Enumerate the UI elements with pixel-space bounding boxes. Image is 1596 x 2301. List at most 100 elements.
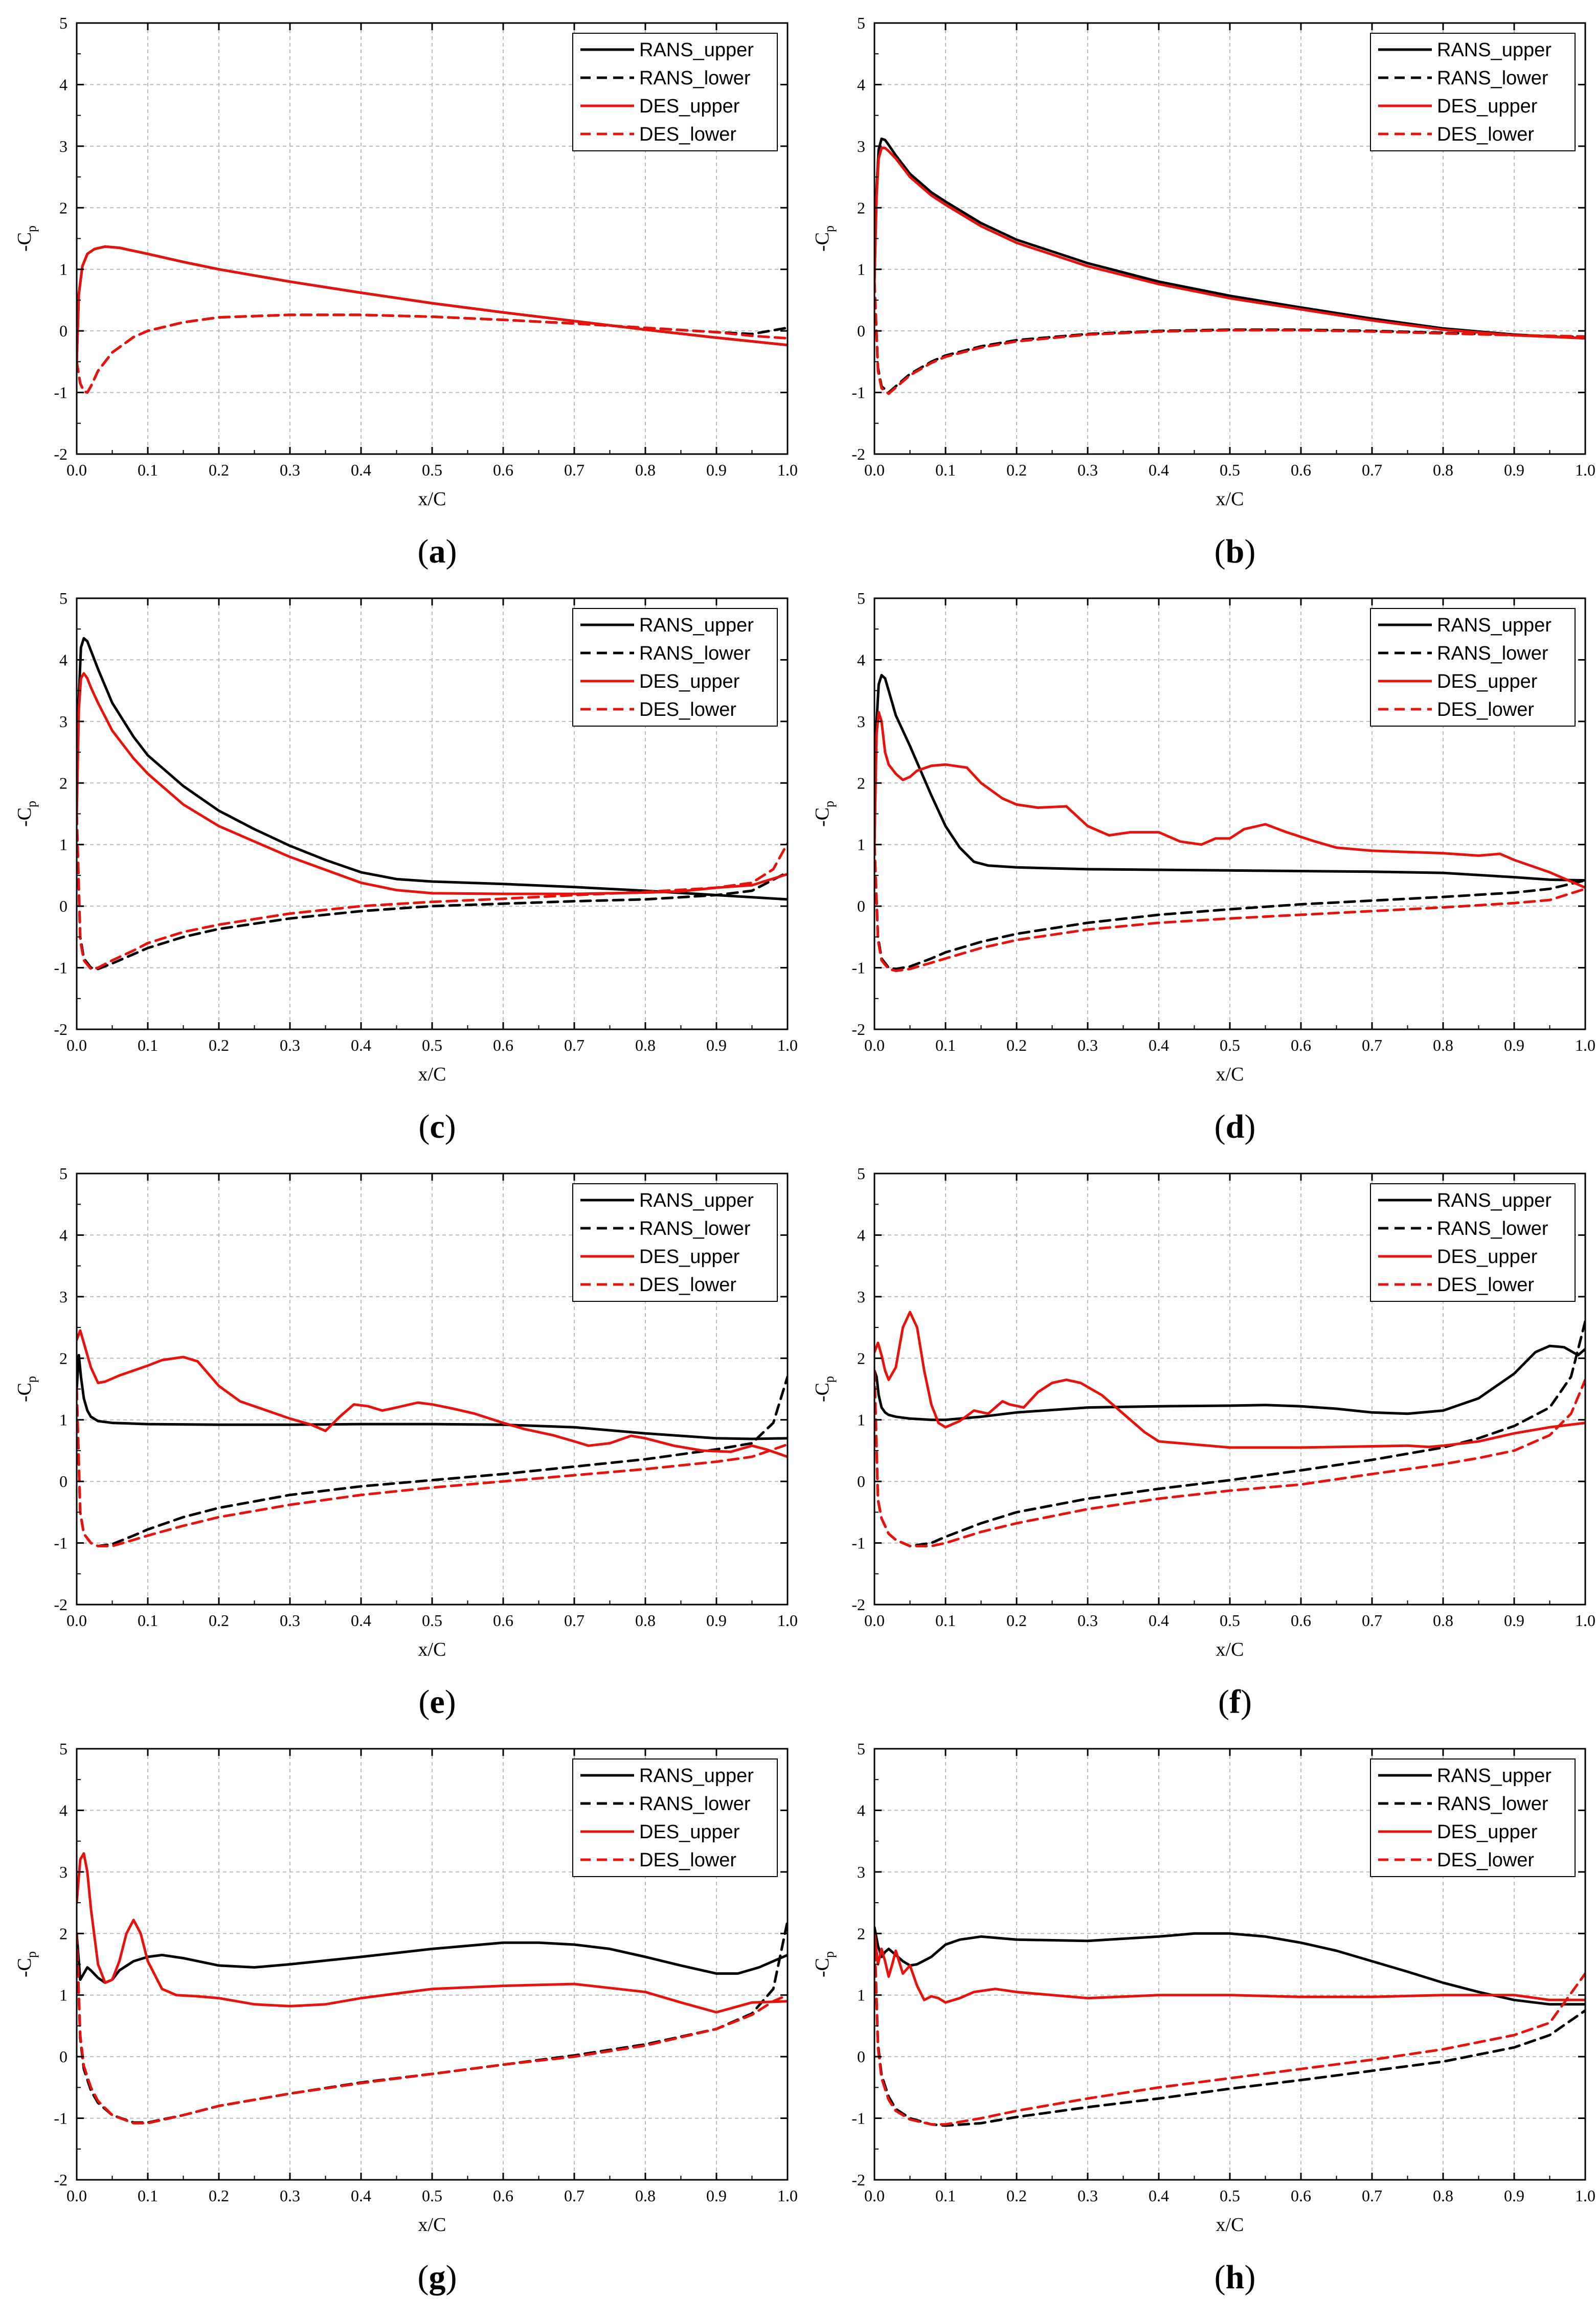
legend-label: DES_lower bbox=[639, 1849, 736, 1871]
x-tick-label: 0.9 bbox=[706, 1036, 727, 1054]
series-line-rans-lower bbox=[77, 313, 788, 394]
y-axis-title: -Cp bbox=[812, 801, 837, 827]
y-axis-title: -Cp bbox=[14, 225, 39, 252]
legend-box bbox=[1370, 33, 1576, 151]
series-group bbox=[874, 1926, 1585, 2127]
panel-label-letter: d bbox=[1226, 1108, 1245, 1145]
panel-label-letter: g bbox=[429, 2259, 446, 2296]
panel-label-letter: e bbox=[430, 1683, 444, 1721]
series-line-rans-upper bbox=[874, 137, 1585, 340]
x-axis-title: x/C bbox=[1216, 488, 1244, 510]
x-tick-label: 0.2 bbox=[209, 461, 229, 479]
legend-label: DES_lower bbox=[1437, 1274, 1534, 1296]
x-tick-label: 0.2 bbox=[1006, 461, 1027, 479]
x-tick-label: 0.9 bbox=[1504, 2186, 1524, 2205]
y-tick-label: -2 bbox=[851, 1020, 865, 1039]
legend-label: DES_lower bbox=[639, 699, 736, 720]
legend-label: DES_upper bbox=[639, 671, 740, 692]
y-tick-label: -1 bbox=[851, 959, 865, 977]
x-tick-label: 0.6 bbox=[493, 1036, 513, 1054]
y-tick-label: 3 bbox=[857, 1863, 865, 1881]
x-tick-label: 0.1 bbox=[138, 2186, 158, 2205]
legend-label: RANS_upper bbox=[639, 1765, 754, 1787]
y-axis-title-subscript: p bbox=[24, 225, 39, 232]
x-tick-label: 0.4 bbox=[351, 461, 371, 479]
y-tick-label: 2 bbox=[857, 774, 865, 792]
panel-label-close: ) bbox=[445, 1683, 456, 1721]
x-tick-label: 0.0 bbox=[864, 461, 885, 479]
panel-label-open: ( bbox=[418, 533, 429, 570]
x-tick-label: 0.6 bbox=[493, 461, 513, 479]
x-tick-label: 0.8 bbox=[1433, 1611, 1453, 1630]
y-tick-label: 2 bbox=[857, 1349, 865, 1367]
panel-label-open: ( bbox=[418, 1683, 430, 1721]
chart-h-svg: 0.0 0.1 0.2 0.3 0.4 0.5 0.6 0.7 0.8 0.9 1.0 -2 -1 0 1 2… bbox=[812, 1740, 1595, 2296]
x-tick-label: 0.9 bbox=[706, 461, 727, 479]
y-tick-label: 3 bbox=[59, 137, 68, 155]
panel-label-open: ( bbox=[418, 1108, 430, 1145]
series-group bbox=[874, 1311, 1585, 1548]
x-tick-label: 0.2 bbox=[209, 1611, 229, 1630]
legend-box bbox=[572, 33, 778, 151]
y-axis-title-subscript: p bbox=[822, 1951, 837, 1958]
y-tick-label: -1 bbox=[54, 384, 68, 402]
y-tick-label: 1 bbox=[59, 260, 68, 279]
legend-label: DES_upper bbox=[639, 1821, 740, 1843]
series-line-des-lower bbox=[874, 280, 1585, 395]
series-line-rans-upper bbox=[77, 1353, 788, 1440]
panel-label-close: ) bbox=[446, 533, 457, 570]
y-tick-label: 2 bbox=[59, 1349, 68, 1367]
panel-label-close: ) bbox=[445, 1108, 456, 1145]
x-tick-label: 0.0 bbox=[864, 1036, 885, 1054]
legend-box bbox=[1370, 1183, 1576, 1302]
panel-label-close: ) bbox=[1244, 533, 1255, 570]
x-tick-label: 0.0 bbox=[66, 461, 87, 479]
x-tick-label: 1.0 bbox=[777, 1036, 798, 1054]
chart-e-svg: 0.0 0.1 0.2 0.3 0.4 0.5 0.6 0.7 0.8 0.9 1.0 -2 -1 0 1 2… bbox=[14, 1164, 798, 1721]
series-line-des-lower bbox=[874, 1369, 1585, 1548]
x-axis-title: x/C bbox=[1216, 2214, 1244, 2236]
x-tick-label: 0.6 bbox=[493, 1611, 513, 1630]
x-tick-label: 0.5 bbox=[1220, 461, 1240, 479]
y-tick-label: 0 bbox=[857, 897, 865, 915]
chart-c-svg: 0.0 0.1 0.2 0.3 0.4 0.5 0.6 0.7 0.8 0.9 1.0 -2 -1 0 1 2… bbox=[14, 589, 798, 1145]
y-tick-label: 4 bbox=[857, 75, 865, 94]
x-tick-label: 0.4 bbox=[351, 1036, 371, 1054]
chart-panel-c: 0.0 0.1 0.2 0.3 0.4 0.5 0.6 0.7 0.8 0.9 1.0 -2 -1 0 1 2… bbox=[0, 575, 798, 1150]
x-tick-label: 0.8 bbox=[1433, 461, 1453, 479]
panel-label: (h) bbox=[1215, 2259, 1256, 2296]
series-line-des-upper bbox=[874, 147, 1585, 340]
panel-label-letter: f bbox=[1229, 1683, 1241, 1721]
y-axis-title: -Cp bbox=[812, 225, 837, 252]
panel-label-open: ( bbox=[1215, 533, 1226, 570]
series-line-des-upper bbox=[77, 1852, 788, 2014]
x-axis-title: x/C bbox=[1216, 1064, 1244, 1085]
x-tick-label: 0.3 bbox=[280, 2186, 300, 2205]
y-tick-label: -2 bbox=[851, 2171, 865, 2189]
x-tick-label: 0.2 bbox=[1006, 1611, 1027, 1630]
legend-label: RANS_upper bbox=[639, 615, 754, 636]
panel-label-letter: h bbox=[1226, 2259, 1245, 2296]
x-tick-label: 0.3 bbox=[1077, 461, 1098, 479]
chart-panel-b: 0.0 0.1 0.2 0.3 0.4 0.5 0.6 0.7 0.8 0.9 1.0 -2 -1 0 1 2… bbox=[798, 0, 1595, 575]
x-tick-label: 0.1 bbox=[138, 461, 158, 479]
x-axis-title: x/C bbox=[418, 488, 446, 510]
y-tick-label: 5 bbox=[59, 1164, 68, 1183]
y-tick-label: -2 bbox=[54, 2171, 68, 2189]
legend-label: DES_lower bbox=[1437, 124, 1534, 145]
series-line-des-upper bbox=[874, 711, 1585, 889]
y-axis-title: -Cp bbox=[812, 1376, 837, 1402]
y-axis-title: -Cp bbox=[14, 1951, 39, 1977]
legend-label: RANS_lower bbox=[639, 1218, 751, 1239]
panel-label-open: ( bbox=[418, 2259, 429, 2296]
y-tick-label: -2 bbox=[851, 1595, 865, 1614]
y-tick-label: 1 bbox=[857, 1411, 865, 1429]
x-axis-title: x/C bbox=[418, 1064, 446, 1085]
x-tick-label: 0.8 bbox=[635, 461, 656, 479]
x-tick-label: 0.0 bbox=[66, 1036, 87, 1054]
x-tick-label: 0.0 bbox=[864, 1611, 885, 1630]
y-tick-label: 0 bbox=[59, 322, 68, 340]
panel-label-close: ) bbox=[1244, 2259, 1255, 2296]
x-tick-label: 0.6 bbox=[1291, 461, 1311, 479]
